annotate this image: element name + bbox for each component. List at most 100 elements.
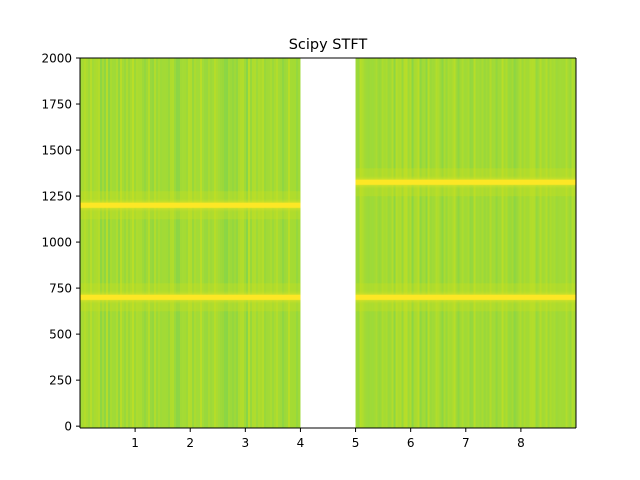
time-slice [92,58,94,428]
time-slice [234,58,236,428]
time-slice [152,58,154,428]
time-slice [222,58,224,428]
time-slice [292,58,294,428]
time-slice [184,58,186,428]
time-slice [365,58,368,428]
x-tick-label: 2 [186,436,194,450]
time-slice [230,58,232,428]
time-slice [513,58,516,428]
time-slice [399,58,402,428]
time-slice [393,58,396,428]
time-slice [559,58,562,428]
y-tick-label: 1750 [41,98,72,112]
time-slice [226,58,228,428]
time-slice [202,58,204,428]
time-slice [158,58,160,428]
time-slice [373,58,376,428]
time-slice [489,58,492,428]
time-slice [481,58,484,428]
time-slice [509,58,512,428]
time-slice [194,58,196,428]
time-slice [80,58,82,428]
time-slice [375,58,378,428]
time-slice [114,58,116,428]
time-slice [395,58,398,428]
time-slice [555,58,558,428]
time-slice [102,58,104,428]
time-slice [130,58,132,428]
time-slice [266,58,268,428]
time-slice [216,58,218,428]
time-slice [407,58,410,428]
time-slice [298,58,300,428]
time-slice [110,58,112,428]
time-slice [383,58,386,428]
time-slice [397,58,400,428]
time-slice [537,58,540,428]
time-slice [391,58,394,428]
time-slice [425,58,428,428]
x-tick-label: 6 [407,436,415,450]
y-tick-label: 1000 [41,236,72,250]
time-slice [381,58,384,428]
time-slice [483,58,486,428]
time-slice [525,58,528,428]
time-slice [521,58,524,428]
time-slice [88,58,90,428]
time-slice [274,58,276,428]
time-slice [527,58,530,428]
time-slice [471,58,474,428]
y-tick-label: 1500 [41,144,72,158]
time-slice [441,58,444,428]
time-slice [571,58,574,428]
time-slice [387,58,390,428]
time-slice [272,58,274,428]
time-slice [140,58,142,428]
time-slice [361,58,364,428]
time-slice [497,58,500,428]
time-slice [164,58,166,428]
time-slice [461,58,464,428]
time-slice [459,58,462,428]
time-slice [206,58,208,428]
time-slice [573,58,576,428]
y-tick-label: 750 [49,282,72,296]
time-slice [236,58,238,428]
time-slice [238,58,240,428]
time-slice [505,58,508,428]
time-slice [445,58,448,428]
time-slice [246,58,248,428]
time-slice [258,58,260,428]
x-tick-label: 4 [297,436,305,450]
time-slice [369,58,372,428]
time-slice [220,58,222,428]
segment-background [80,58,301,428]
chart-title: Scipy STFT [289,37,368,53]
time-slice [138,58,140,428]
time-slice [98,58,100,428]
time-slice [160,58,162,428]
time-slice [250,58,252,428]
time-slice [517,58,520,428]
spectrogram-segment-2 [355,58,576,428]
time-slice [549,58,552,428]
time-slice [174,58,176,428]
time-slice [563,58,566,428]
time-slice [112,58,114,428]
time-slice [565,58,568,428]
time-slice [455,58,458,428]
time-slice [357,58,360,428]
y-tick-label: 0 [64,420,72,434]
time-slice [523,58,526,428]
time-slice [463,58,466,428]
time-slice [511,58,514,428]
time-slice [443,58,446,428]
time-slice [567,58,570,428]
time-slice [569,58,572,428]
time-slice [196,58,198,428]
time-slice [433,58,436,428]
x-tick-label: 8 [517,436,525,450]
time-slice [180,58,182,428]
time-slice [284,58,286,428]
time-slice [106,58,108,428]
